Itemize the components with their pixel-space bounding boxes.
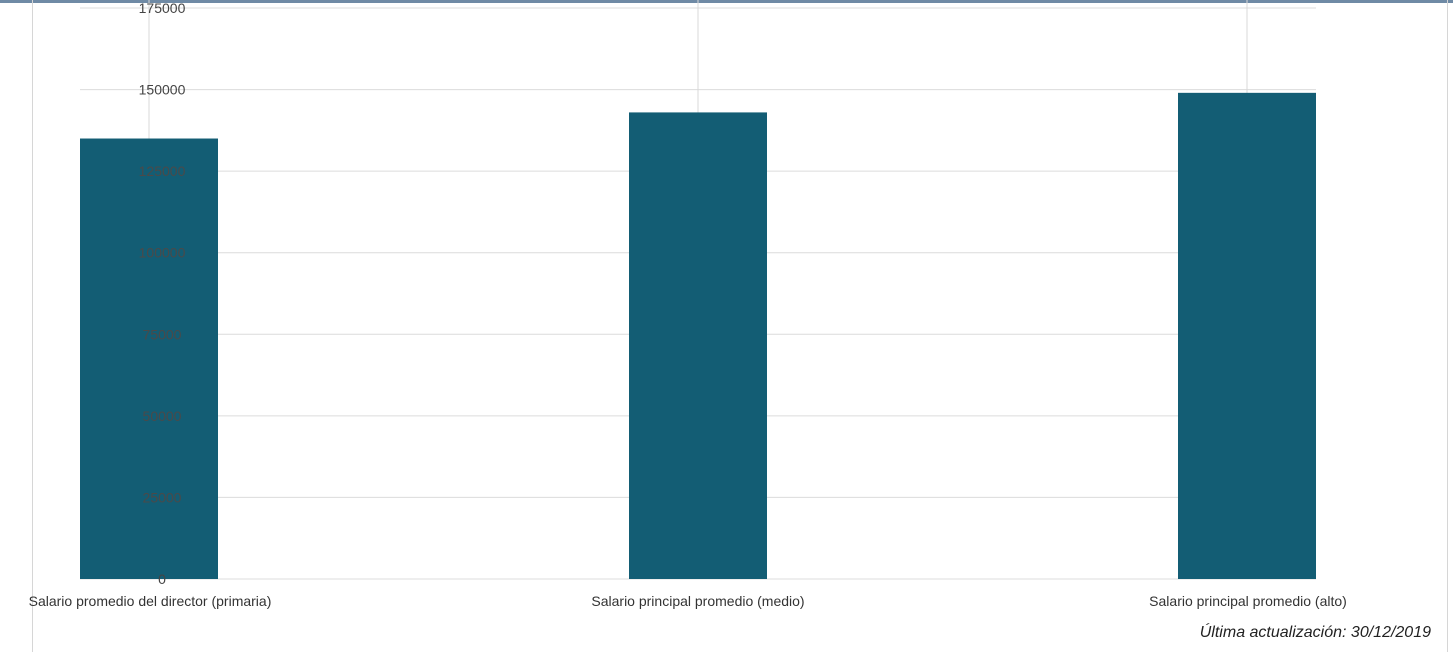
x-category-label: Salario principal promedio (alto) [1149,593,1347,609]
right-divider [1447,0,1448,652]
bar[interactable] [629,112,767,579]
left-divider [32,0,33,652]
bar[interactable] [1178,92,1316,579]
y-axis-ticks: 0 25000 50000 75000 100000 125000 150000 175000 [139,0,186,587]
y-tick-label: 75000 [143,326,182,342]
y-tick-label: 150000 [139,82,186,98]
bars [80,92,1316,579]
y-tick-label: 175000 [139,0,186,16]
x-category-label: Salario principal promedio (medio) [591,593,804,609]
y-tick-label: 100000 [139,245,186,261]
y-tick-label: 0 [158,571,166,587]
y-tick-label: 50000 [143,408,182,424]
salary-bar-chart: 0 25000 50000 75000 100000 125000 150000 175000… [29,0,1347,609]
last-updated-note: Última actualización: 30/12/2019 [1199,624,1431,641]
bar[interactable] [80,138,218,579]
y-tick-label: 25000 [143,489,182,505]
x-category-label: Salario promedio del director (primaria) [29,593,272,609]
y-tick-label: 125000 [139,163,186,179]
top-border [0,0,1453,3]
x-axis-labels: Salario promedio del director (primaria)… [29,593,1347,609]
